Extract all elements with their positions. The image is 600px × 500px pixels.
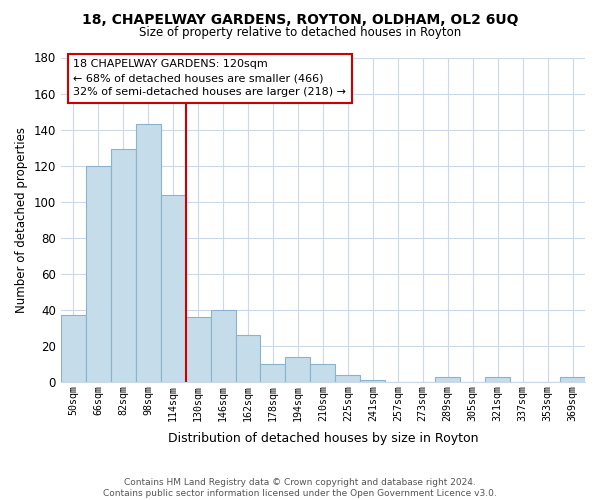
Bar xyxy=(435,376,460,382)
Text: Contains HM Land Registry data © Crown copyright and database right 2024.
Contai: Contains HM Land Registry data © Crown c… xyxy=(103,478,497,498)
Bar xyxy=(560,376,585,382)
Bar xyxy=(361,380,385,382)
Bar xyxy=(86,166,111,382)
Bar xyxy=(335,375,361,382)
Text: 18, CHAPELWAY GARDENS, ROYTON, OLDHAM, OL2 6UQ: 18, CHAPELWAY GARDENS, ROYTON, OLDHAM, O… xyxy=(82,12,518,26)
Text: 18 CHAPELWAY GARDENS: 120sqm
← 68% of detached houses are smaller (466)
32% of s: 18 CHAPELWAY GARDENS: 120sqm ← 68% of de… xyxy=(73,60,346,98)
Bar xyxy=(211,310,236,382)
Bar xyxy=(61,316,86,382)
Bar xyxy=(136,124,161,382)
Bar xyxy=(111,150,136,382)
Text: Size of property relative to detached houses in Royton: Size of property relative to detached ho… xyxy=(139,26,461,39)
Bar xyxy=(185,317,211,382)
Bar xyxy=(161,194,185,382)
Y-axis label: Number of detached properties: Number of detached properties xyxy=(15,127,28,313)
Bar xyxy=(286,357,310,382)
Bar xyxy=(260,364,286,382)
X-axis label: Distribution of detached houses by size in Royton: Distribution of detached houses by size … xyxy=(167,432,478,445)
Bar xyxy=(485,376,510,382)
Bar xyxy=(310,364,335,382)
Bar xyxy=(236,335,260,382)
